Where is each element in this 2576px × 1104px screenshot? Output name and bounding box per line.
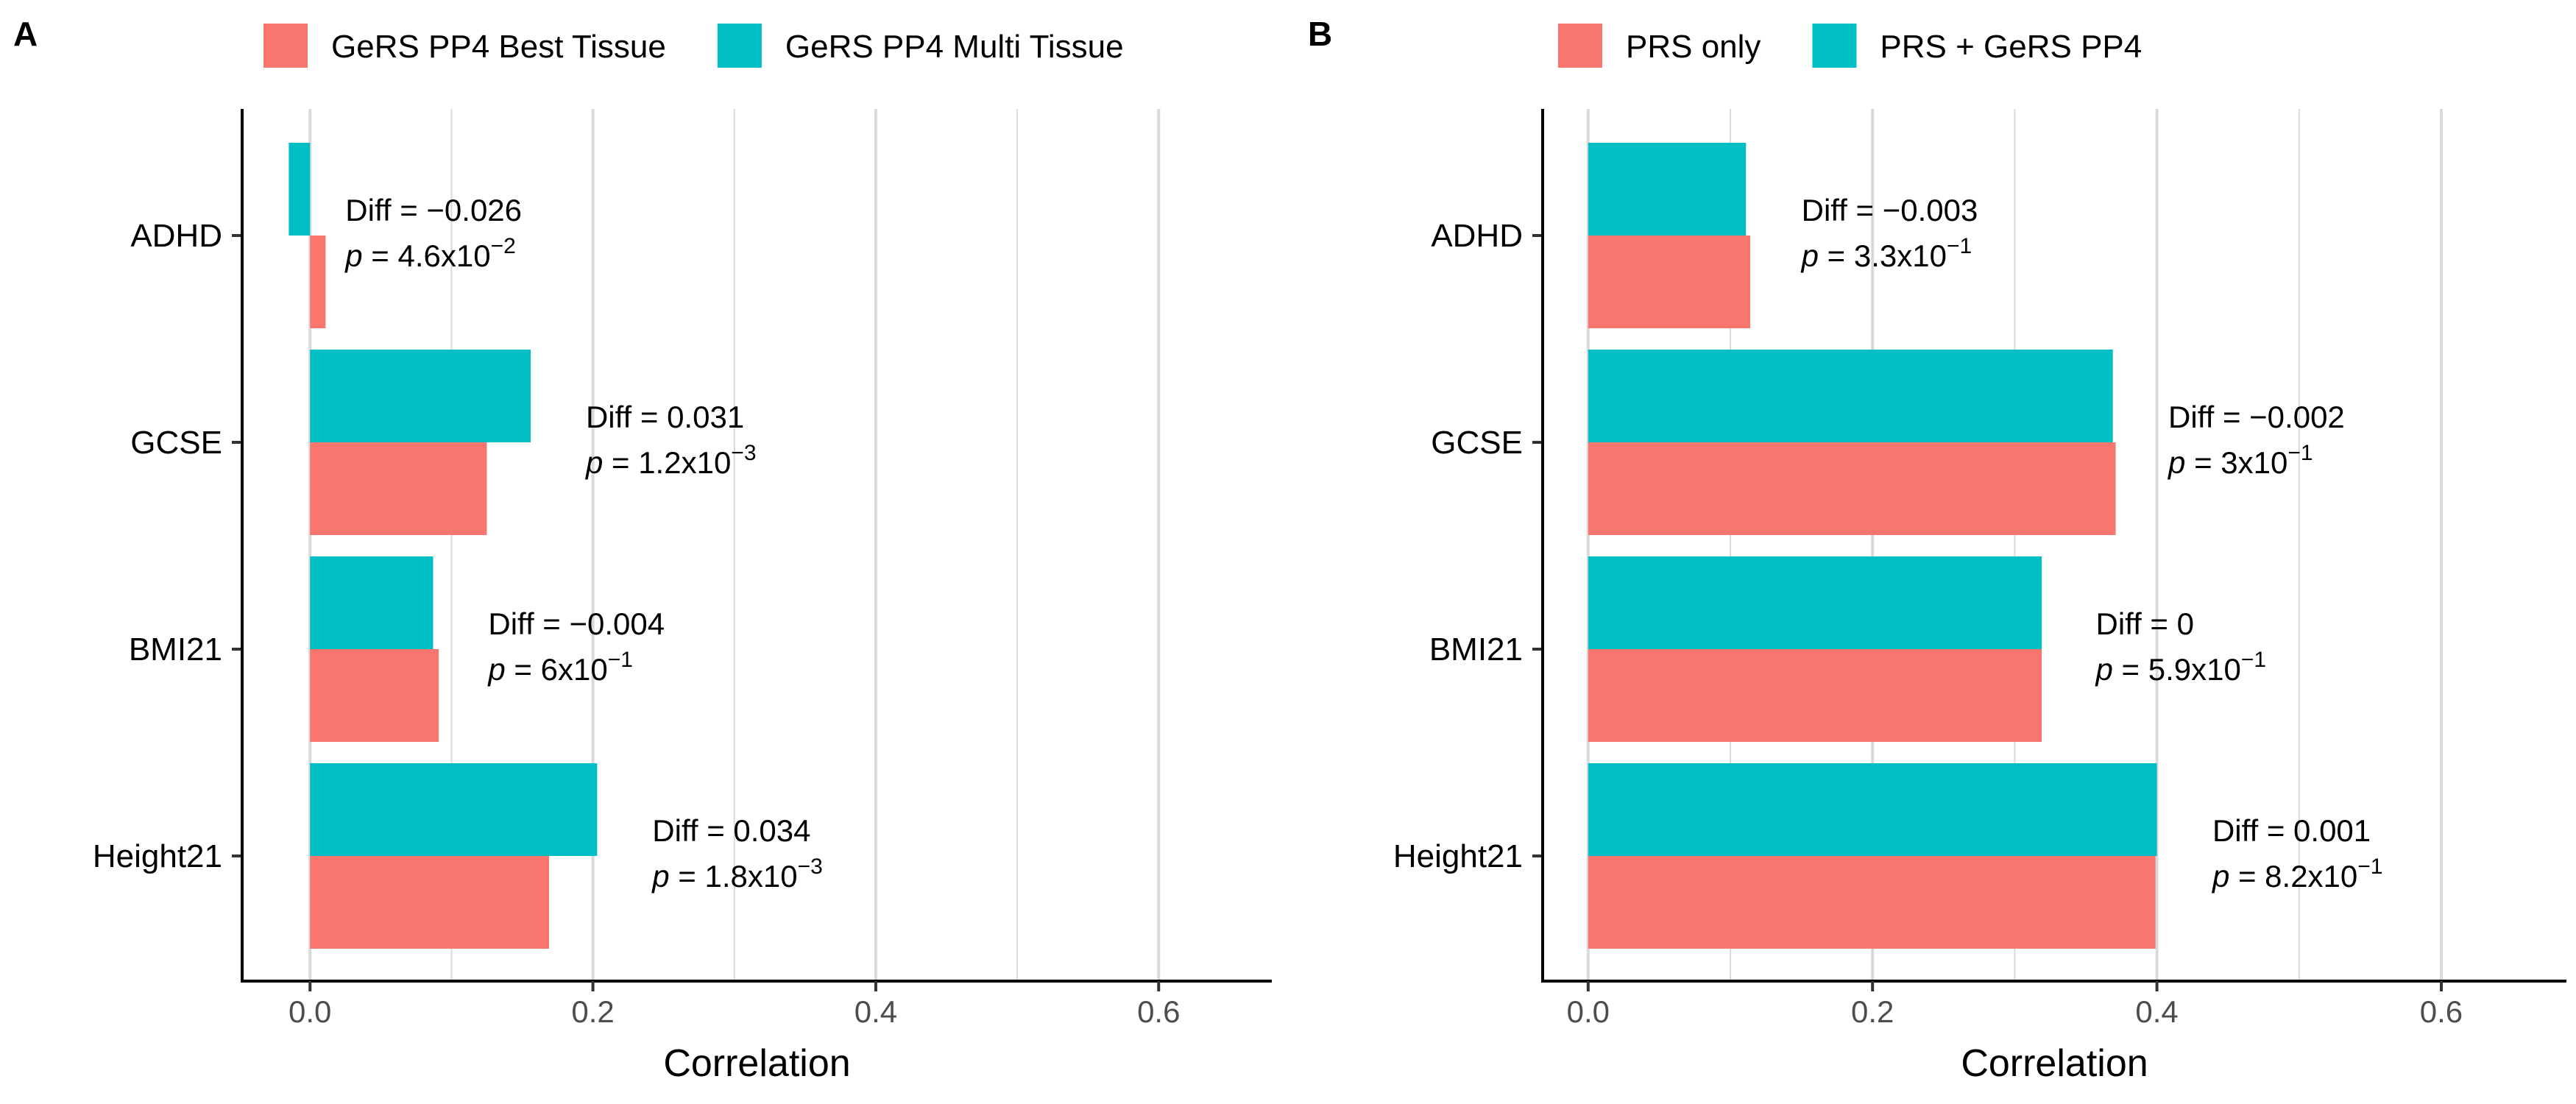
annotation-pvalue: p = 3.3x10−1 [1800, 234, 1972, 273]
bar-gers-pp4-multi-tissue [310, 350, 531, 442]
bar-prs-only [1588, 442, 2116, 535]
panel-label: A [13, 15, 38, 53]
y-tick-label: ADHD [130, 218, 222, 254]
bar-gers-pp4-multi-tissue [289, 143, 311, 236]
annotation-diff: Diff = −0.003 [1802, 193, 1978, 227]
legend-swatch [1558, 24, 1602, 68]
annotation-diff: Diff = −0.004 [488, 606, 665, 641]
annotation-diff: Diff = −0.026 [345, 193, 522, 227]
annotation-pvalue: p = 8.2x10−1 [2211, 854, 2383, 894]
annotation-pvalue: p = 6x10−1 [486, 648, 633, 687]
annotation-diff: Diff = 0.001 [2212, 813, 2371, 848]
bar-prs-gers-pp4 [1588, 143, 1747, 236]
bar-prs-gers-pp4 [1588, 763, 2157, 856]
legend-label: PRS only [1626, 29, 1761, 65]
y-tick-label: BMI21 [1429, 631, 1523, 668]
x-tick-label: 0.2 [1851, 994, 1894, 1029]
bar-gers-pp4-best-tissue [310, 236, 326, 328]
bar-gers-pp4-multi-tissue [310, 763, 598, 856]
bar-prs-only [1588, 856, 2156, 949]
legend-label: PRS + GeRS PP4 [1880, 29, 2142, 65]
bar-gers-pp4-best-tissue [310, 442, 487, 535]
x-axis-title: Correlation [1961, 1042, 2148, 1085]
legend-label: GeRS PP4 Multi Tissue [785, 29, 1124, 65]
y-tick-label: BMI21 [129, 631, 222, 668]
annotation-diff: Diff = 0 [2096, 606, 2194, 641]
x-tick-label: 0.4 [854, 994, 897, 1029]
annotation-pvalue: p = 1.8x10−3 [651, 854, 823, 894]
legend-swatch [717, 24, 762, 68]
x-axis-title: Correlation [663, 1042, 850, 1085]
legend-label: GeRS PP4 Best Tissue [331, 29, 666, 65]
x-tick-label: 0.0 [289, 994, 331, 1029]
panel-label: B [1308, 15, 1332, 53]
x-tick-label: 0.6 [1137, 994, 1180, 1029]
x-tick-label: 0.6 [2420, 994, 2463, 1029]
bar-prs-only [1588, 649, 2042, 742]
bar-prs-only [1588, 236, 1751, 328]
annotation-pvalue: p = 4.6x10−2 [344, 234, 516, 273]
annotation-pvalue: p = 1.2x10−3 [584, 441, 757, 480]
y-tick-label: ADHD [1431, 218, 1523, 254]
bar-gers-pp4-multi-tissue [310, 556, 434, 649]
annotation-diff: Diff = −0.002 [2168, 400, 2345, 434]
annotation-pvalue: p = 5.9x10−1 [2095, 648, 2267, 687]
legend-swatch [263, 24, 308, 68]
bar-prs-gers-pp4 [1588, 556, 2042, 649]
x-tick-label: 0.0 [1567, 994, 1610, 1029]
y-tick-label: Height21 [1393, 838, 1523, 874]
y-tick-label: Height21 [93, 838, 222, 874]
bar-gers-pp4-best-tissue [310, 856, 550, 949]
y-tick-label: GCSE [1431, 425, 1523, 461]
y-tick-label: GCSE [130, 425, 222, 461]
annotation-diff: Diff = 0.031 [586, 400, 744, 434]
bar-gers-pp4-best-tissue [310, 649, 439, 742]
legend-swatch [1812, 24, 1857, 68]
bar-prs-gers-pp4 [1588, 350, 2113, 442]
x-tick-label: 0.2 [571, 994, 614, 1029]
x-tick-label: 0.4 [2135, 994, 2178, 1029]
annotation-pvalue: p = 3x10−1 [2167, 441, 2313, 480]
annotation-diff: Diff = 0.034 [652, 813, 810, 848]
